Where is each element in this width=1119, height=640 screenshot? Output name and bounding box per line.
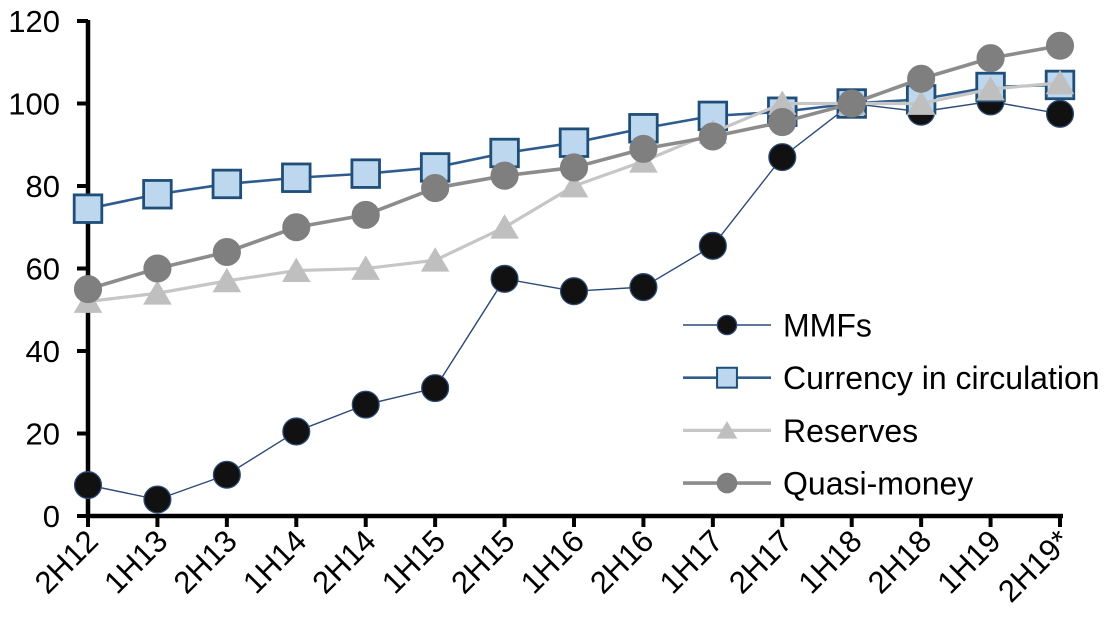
reserves-marker (559, 173, 589, 198)
legend-item-quasi-money: Quasi-money (683, 466, 973, 502)
legend: MMFs Currency in circulation Reserves Quasi… (683, 308, 1100, 502)
legend-triangle-marker (716, 421, 738, 439)
mmfs-marker (698, 231, 727, 260)
currency-in-circulation-marker (72, 193, 104, 224)
x-tick-label: 2H19* (991, 523, 1077, 609)
x-tick-label: 1H13 (97, 523, 174, 600)
mmfs-marker (282, 417, 311, 446)
quasi-money-marker (212, 237, 241, 267)
quasi-money-marker (143, 254, 172, 283)
mmfs-marker (143, 485, 172, 514)
mmfs-marker (421, 374, 450, 403)
x-tick-label: 1H16 (514, 523, 591, 600)
quasi-money-marker (559, 153, 589, 182)
quasi-money-marker (768, 108, 797, 137)
quasi-money-marker (698, 122, 727, 151)
x-tick-label: 2H14 (306, 523, 383, 600)
reserves-marker (976, 76, 1005, 101)
reserves-marker (143, 280, 172, 305)
mmfs-marker (73, 471, 103, 500)
currency-in-circulation-marker (142, 179, 173, 210)
quasi-money-marker (629, 134, 658, 163)
y-tick-label: 120 (8, 4, 60, 39)
y-axis-tick-labels: 0 20 40 60 80 100 120 (8, 4, 60, 534)
y-tick-label: 0 (43, 499, 60, 534)
x-tick-label: 2H12 (28, 523, 105, 600)
x-tick-label: 2H15 (444, 523, 521, 600)
x-tick-label: 2H18 (861, 523, 938, 600)
series-quasi-money (73, 31, 1075, 304)
mmfs-marker (559, 277, 589, 306)
x-tick-label: 2H16 (583, 523, 660, 600)
y-tick-label: 80 (26, 169, 60, 204)
legend-label: Quasi-money (783, 466, 973, 502)
x-tick-label: 1H17 (653, 523, 730, 600)
quasi-money-marker (976, 44, 1005, 73)
legend-item-mmfs: MMFs (683, 308, 872, 344)
quasi-money-marker (282, 213, 311, 242)
x-axis-tick-labels: 2H121H132H131H142H141H152H151H162H161H17… (28, 523, 1077, 609)
mmfs-marker (351, 390, 380, 419)
reserves-marker (420, 247, 450, 272)
legend-circle-marker (716, 472, 738, 494)
y-tick-label: 60 (26, 252, 60, 287)
x-tick-label: 1H14 (236, 523, 313, 600)
reserves-marker (212, 267, 242, 293)
mmfs-marker (629, 273, 658, 302)
quasi-money-marker (837, 89, 866, 118)
currency-in-circulation-marker (281, 162, 312, 193)
x-tick-label: 1H18 (792, 523, 869, 600)
reserves-marker (767, 90, 797, 115)
legend-label: MMFs (783, 308, 872, 344)
reserves-marker (490, 214, 519, 239)
reserves-marker (281, 257, 311, 282)
quasi-money-marker (490, 161, 519, 190)
y-tick-label: 100 (8, 87, 60, 122)
y-tick-label: 20 (26, 417, 60, 452)
quasi-money-marker (351, 200, 380, 229)
x-tick-label: 1H15 (375, 523, 452, 600)
x-axis-ticks (86, 516, 1062, 527)
currency-in-circulation-marker (558, 127, 590, 158)
series-currency-in-circulation (72, 69, 1076, 224)
x-tick-label: 2H13 (167, 523, 244, 600)
y-tick-label: 40 (26, 334, 60, 369)
reserves-marker (351, 255, 381, 280)
legend-item-currency-in-circulation: Currency in circulation (683, 360, 1100, 396)
reserves-marker (1045, 69, 1075, 95)
currency-in-circulation-marker (350, 158, 381, 189)
reserves-marker (906, 90, 936, 115)
legend-label: Currency in circulation (783, 360, 1100, 396)
legend-item-reserves: Reserves (683, 413, 918, 449)
mmfs-marker (1045, 99, 1075, 128)
y-axis-ticks (77, 19, 88, 518)
series-mmfs (73, 87, 1075, 514)
quasi-money-marker (1045, 31, 1075, 60)
legend-square-marker (716, 366, 738, 389)
mmfs-marker (768, 143, 797, 172)
legend-label: Reserves (783, 413, 918, 449)
quasi-money-marker (421, 174, 450, 203)
currency-in-circulation-marker (211, 168, 243, 200)
quasi-money-marker (907, 64, 936, 93)
mmfs-marker (212, 460, 241, 489)
x-tick-label: 2H17 (722, 523, 799, 600)
legend-circle-marker (716, 314, 738, 336)
quasi-money-marker (73, 275, 103, 304)
mmfs-marker (490, 264, 519, 293)
